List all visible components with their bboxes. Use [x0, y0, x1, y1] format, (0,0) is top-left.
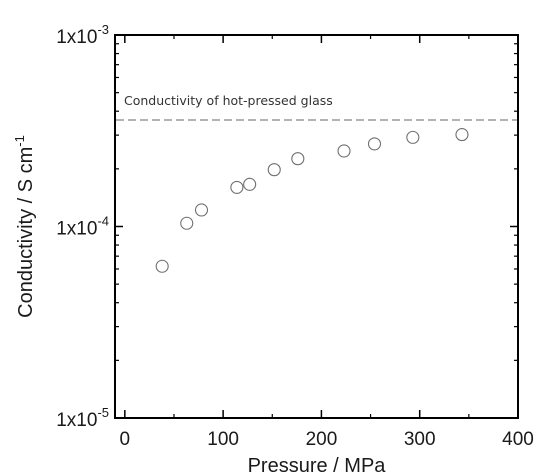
reference-line-label: Conductivity of hot-pressed glass — [124, 93, 333, 108]
y-axis-title: Conductivity / S cm-1 — [12, 135, 37, 318]
data-points-layer — [155, 128, 469, 273]
data-point — [455, 128, 469, 142]
y-tick-label: 1x10-5 — [56, 405, 109, 431]
x-tick-label: 200 — [306, 429, 338, 450]
y-tick-label: 1x10-3 — [56, 22, 109, 48]
y-tick-label: 1x10-4 — [56, 214, 109, 240]
data-point — [406, 130, 420, 144]
data-point — [243, 177, 257, 191]
y-tick-mantissa: 1x10 — [56, 410, 97, 431]
x-tick-label: 0 — [120, 429, 131, 450]
plot-frame — [114, 34, 519, 419]
y-axis-title-exponent: -1 — [12, 135, 27, 147]
y-tick-exponent: -3 — [97, 22, 109, 37]
data-point — [180, 216, 194, 230]
data-point — [267, 163, 281, 177]
y-tick-mantissa: 1x10 — [56, 219, 97, 240]
data-point — [155, 259, 169, 273]
y-tick-mantissa: 1x10 — [56, 27, 97, 48]
data-point — [367, 137, 382, 151]
x-tick-label: 400 — [502, 429, 534, 450]
y-axis-title-main: Conductivity / S cm — [15, 147, 37, 318]
x-tick-label: 300 — [404, 429, 436, 450]
y-tick-exponent: -4 — [97, 214, 109, 229]
data-point — [291, 152, 305, 166]
data-point — [194, 203, 209, 217]
x-axis-title: Pressure / MPa — [248, 455, 387, 475]
data-point — [230, 180, 244, 194]
x-tick-label: 100 — [207, 429, 239, 450]
y-tick-exponent: -5 — [97, 405, 109, 420]
data-point — [337, 144, 351, 158]
